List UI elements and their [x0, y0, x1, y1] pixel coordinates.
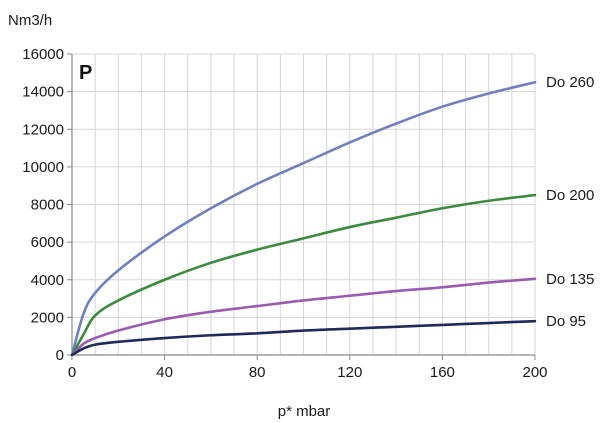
y-tick-label: 14000	[22, 84, 64, 101]
x-tick-label: 80	[249, 364, 266, 381]
y-tick-label: 8000	[31, 197, 64, 214]
y-tick-label: 10000	[22, 159, 64, 176]
axes	[67, 53, 536, 360]
x-tick-label: 200	[522, 364, 547, 381]
series-lines: Do 260 Do 200 Do 135 Do 95	[70, 74, 594, 357]
series-label-do-95: Do 95	[546, 313, 586, 330]
y-axis-title: Nm3/h	[8, 12, 52, 29]
y-tick-label: 4000	[31, 272, 64, 289]
series-line-do-95	[70, 319, 537, 357]
y-tick-label: 16000	[22, 46, 64, 63]
series-line-do-260	[70, 80, 537, 357]
x-tick-label: 0	[68, 364, 76, 381]
tick-labels: 0 2000 4000 6000 8000 10000 12000 14000 16000 0 40…	[22, 46, 547, 381]
panel-label: P	[79, 62, 92, 84]
series-label-do-260: Do 260	[546, 74, 594, 91]
series-line-do-135	[70, 277, 537, 357]
series-label-do-200: Do 200	[546, 187, 594, 204]
y-tick-label: 0	[56, 347, 64, 364]
y-tick-label: 6000	[31, 234, 64, 251]
x-tick-label: 160	[430, 364, 455, 381]
series-line-do-200	[70, 193, 537, 357]
x-axis-title: p* mbar	[278, 403, 331, 420]
y-tick-label: 2000	[31, 309, 64, 326]
series-label-do-135: Do 135	[546, 271, 594, 288]
y-tick-label: 12000	[22, 121, 64, 138]
x-tick-label: 40	[156, 364, 173, 381]
x-tick-label: 120	[337, 364, 362, 381]
